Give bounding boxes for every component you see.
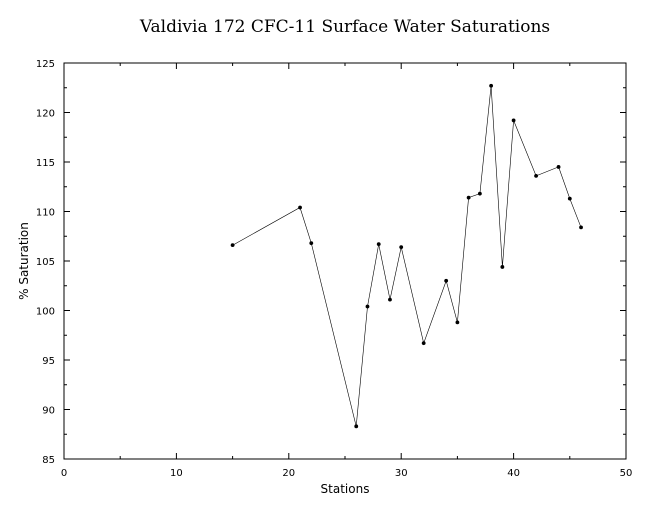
x-tick-label: 40 [507,468,520,479]
data-point [354,424,359,429]
chart-title: Valdivia 172 CFC-11 Surface Water Satura… [139,17,550,37]
data-point [556,165,561,169]
data-point [567,196,572,201]
y-tick-label: 120 [36,109,55,120]
data-point [388,297,392,302]
x-tick-label: 10 [170,468,183,479]
x-axis-label: Stations [321,482,370,496]
plot-frame [63,62,627,460]
data-point [511,118,516,123]
data-point [298,205,302,210]
data-point [444,278,449,283]
data-point [376,242,381,247]
data-point [477,191,482,196]
data-point [455,320,460,325]
y-tick-label: 105 [36,257,55,268]
data-point [500,265,505,269]
x-axis: 0 10 20 30 40 50 [61,63,633,479]
y-tick-label: 110 [36,208,55,219]
data-point [399,245,404,250]
y-tick-label: 115 [36,158,55,169]
data-point [534,173,538,178]
data-point [466,195,471,200]
data-point [365,304,370,309]
series-layer [230,83,583,429]
x-tick-label: 20 [282,468,295,479]
x-tick-label: 30 [395,468,408,479]
x-tick-label: 0 [61,468,67,479]
x-tick-label: 50 [620,468,633,479]
data-point [421,341,426,346]
data-point [309,241,314,246]
y-axis: 85 90 95 100 105 110 115 120 125 [36,59,626,466]
y-tick-label: 95 [42,356,55,367]
y-tick-label: 125 [36,59,55,70]
data-point [579,225,583,230]
data-point [489,83,494,88]
y-tick-label: 100 [36,307,55,318]
y-axis-label: % Saturation [17,222,31,300]
y-tick-label: 85 [42,455,55,466]
data-point [230,243,235,248]
y-tick-label: 90 [42,406,55,417]
series-line [232,85,582,427]
